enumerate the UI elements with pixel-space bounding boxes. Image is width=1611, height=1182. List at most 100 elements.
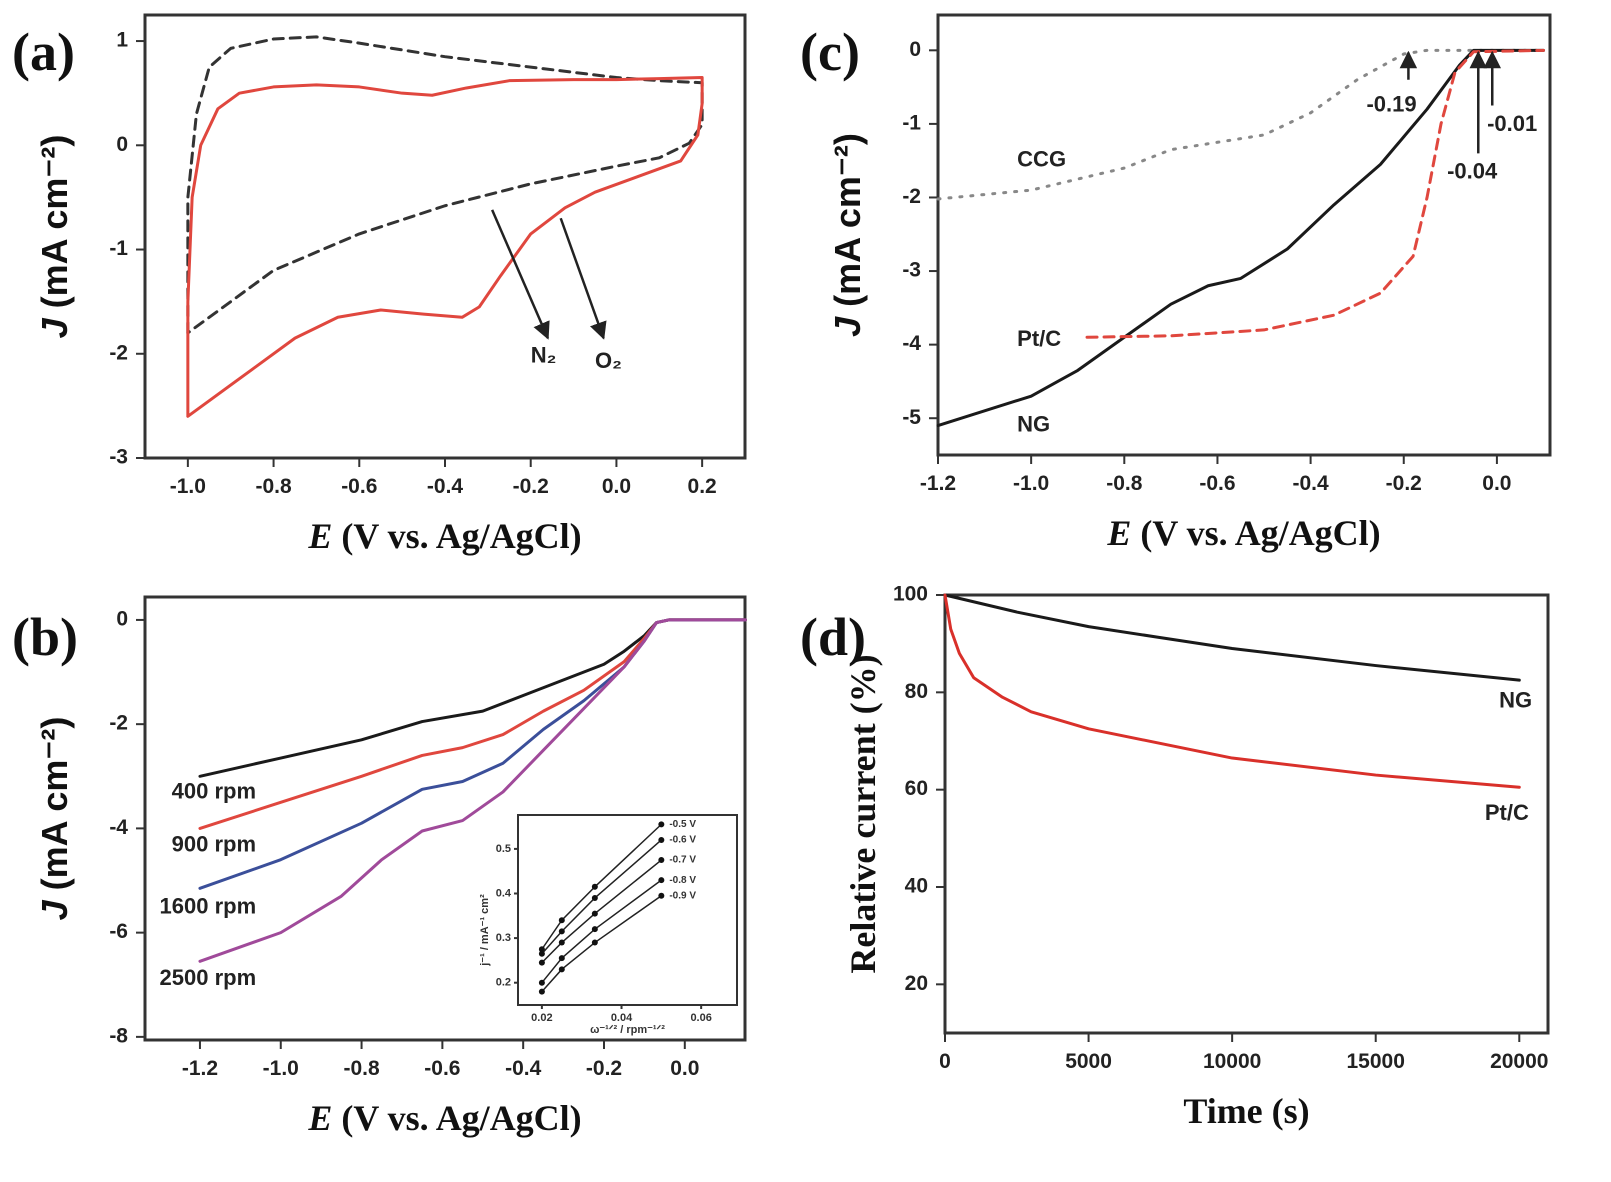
inset-fit-line — [541, 859, 662, 964]
y-tick-label: -3 — [902, 259, 921, 282]
x-axis-unit: (V vs. Ag/AgCl) — [332, 516, 581, 556]
inset-data-point — [538, 959, 545, 966]
inset-data-point — [558, 955, 565, 962]
x-tick-label: -0.2 — [586, 1057, 622, 1080]
y-tick-label: -2 — [109, 341, 128, 364]
panel-d: 0 5000 10000 15000 20000 100 80 60 40 20 NG Pt/C (d)… — [800, 583, 1550, 1131]
x-tick-label: 0.2 — [688, 475, 717, 498]
x-tick-label: 0.02 — [531, 1012, 552, 1024]
inset-fit-line — [541, 839, 662, 955]
x-tick-label: 10000 — [1203, 1050, 1261, 1073]
annotation-arrow — [559, 217, 607, 340]
inset-data-point — [538, 979, 545, 986]
x-tick-label: -0.6 — [1199, 472, 1235, 495]
inset-data-point — [538, 946, 545, 953]
inset-data-point — [538, 988, 545, 995]
x-tick-label: -0.4 — [1293, 472, 1330, 495]
y-tick-label: 1 — [116, 29, 128, 52]
inset-data-point — [658, 857, 665, 864]
x-tick-label: 0.0 — [602, 475, 631, 498]
inset-legend-entry: -0.9 V — [669, 890, 696, 901]
y-axis-variable: J — [34, 317, 75, 338]
inset-data-point — [658, 821, 665, 828]
x-axis-unit: (V vs. Ag/AgCl) — [332, 1098, 581, 1138]
series-line-ng — [936, 48, 1545, 428]
inset-fit-line — [541, 823, 662, 950]
series-line-ng — [943, 593, 1521, 682]
y-tick-label: 40 — [905, 875, 928, 898]
y-tick-label: 0.5 — [496, 843, 511, 855]
y-tick-label: -1 — [902, 111, 921, 134]
y-tick-label: 0.4 — [496, 887, 512, 899]
plot-frame — [517, 814, 738, 1006]
x-tick-label: -0.2 — [1386, 472, 1422, 495]
inset-data-point — [658, 836, 665, 843]
annotation-label: -0.01 — [1487, 111, 1537, 136]
x-tick-label: -1.2 — [182, 1057, 218, 1080]
y-tick-label: -8 — [109, 1024, 128, 1047]
plot-frame — [143, 595, 747, 1042]
panel-label: (a) — [12, 22, 75, 82]
inset-legend-entry: -0.6 V — [669, 835, 696, 846]
panel-label: (c) — [800, 22, 860, 82]
annotation-label: CCG — [1017, 146, 1066, 171]
inset-fit-line — [541, 879, 662, 984]
series-line-pt-c — [943, 593, 1521, 789]
y-tick-label: -4 — [109, 816, 128, 839]
y-tick-label: 20 — [905, 972, 928, 995]
x-tick-label: 0 — [939, 1050, 951, 1073]
x-axis-label: Time (s) — [1183, 1091, 1309, 1131]
annotation-label: 400 rpm — [172, 778, 256, 803]
panel-label: (d) — [800, 607, 866, 667]
series-line-400-rpm — [198, 618, 747, 778]
x-tick-label: -1.0 — [1013, 472, 1049, 495]
x-tick-label: -0.8 — [343, 1057, 380, 1080]
y-axis-unit: (mA cm⁻²) — [34, 135, 75, 319]
annotation-label: NG — [1017, 411, 1050, 436]
y-tick-label: -2 — [902, 185, 921, 208]
x-tick-label: -0.6 — [424, 1057, 460, 1080]
y-axis-unit: (mA cm⁻²) — [827, 133, 868, 317]
series-line-900-rpm — [198, 618, 747, 830]
x-tick-label: -0.8 — [255, 475, 292, 498]
y-axis-unit: Relative current (%) — [843, 654, 883, 973]
inset-data-point — [558, 928, 565, 935]
inset-legend-entry: -0.5 V — [669, 819, 696, 830]
y-tick-label: -4 — [902, 332, 921, 355]
y-axis-label: J (mA cm⁻²) — [827, 133, 868, 337]
inset-data-point — [658, 892, 665, 899]
x-axis-unit: (V vs. Ag/AgCl) — [1131, 513, 1380, 553]
annotation-label: N₂ — [531, 343, 557, 368]
panel-b: -1.2 -1.0 -0.8 -0.6 -0.4 -0.2 0.0 0 -2 -4 -6 -8 400 … — [12, 595, 747, 1138]
inset-data-point — [591, 910, 598, 917]
plot-frame — [936, 13, 1552, 457]
y-tick-label: 0.3 — [496, 932, 511, 944]
panel-c: -1.2 -1.0 -0.8 -0.6 -0.4 -0.2 0.0 0 -1 -2 -3 -4 -5 CC… — [800, 13, 1552, 553]
x-tick-label: 15000 — [1347, 1050, 1405, 1073]
x-tick-label: 20000 — [1490, 1050, 1548, 1073]
inset-data-point — [538, 950, 545, 957]
y-tick-label: 0 — [116, 607, 128, 630]
y-tick-label: -6 — [109, 920, 128, 943]
x-tick-label: 5000 — [1065, 1050, 1112, 1073]
panel-label: (b) — [12, 607, 78, 667]
y-tick-label: -5 — [902, 406, 921, 429]
x-tick-label: -0.2 — [513, 475, 549, 498]
annotation-arrow — [490, 209, 550, 340]
x-tick-label: -0.8 — [1106, 472, 1143, 495]
x-tick-label: -1.2 — [920, 472, 956, 495]
annotation-label: 2500 rpm — [160, 965, 257, 990]
x-tick-label: 0.0 — [670, 1057, 699, 1080]
series-line-n- — [186, 35, 704, 335]
series-line-2500-rpm — [198, 618, 747, 963]
inset-data-point — [591, 939, 598, 946]
x-tick-label: -0.4 — [505, 1057, 542, 1080]
annotation-label: 1600 rpm — [160, 893, 257, 918]
annotation-label: -0.19 — [1366, 91, 1416, 116]
x-axis-variable: E — [1106, 513, 1131, 553]
inset-data-point — [558, 939, 565, 946]
inset-legend-entry: -0.8 V — [669, 875, 696, 886]
y-axis-label: J (mA cm⁻²) — [34, 717, 75, 921]
x-axis-label: E (V vs. Ag/AgCl) — [307, 1098, 581, 1138]
y-tick-label: 0 — [116, 133, 128, 156]
